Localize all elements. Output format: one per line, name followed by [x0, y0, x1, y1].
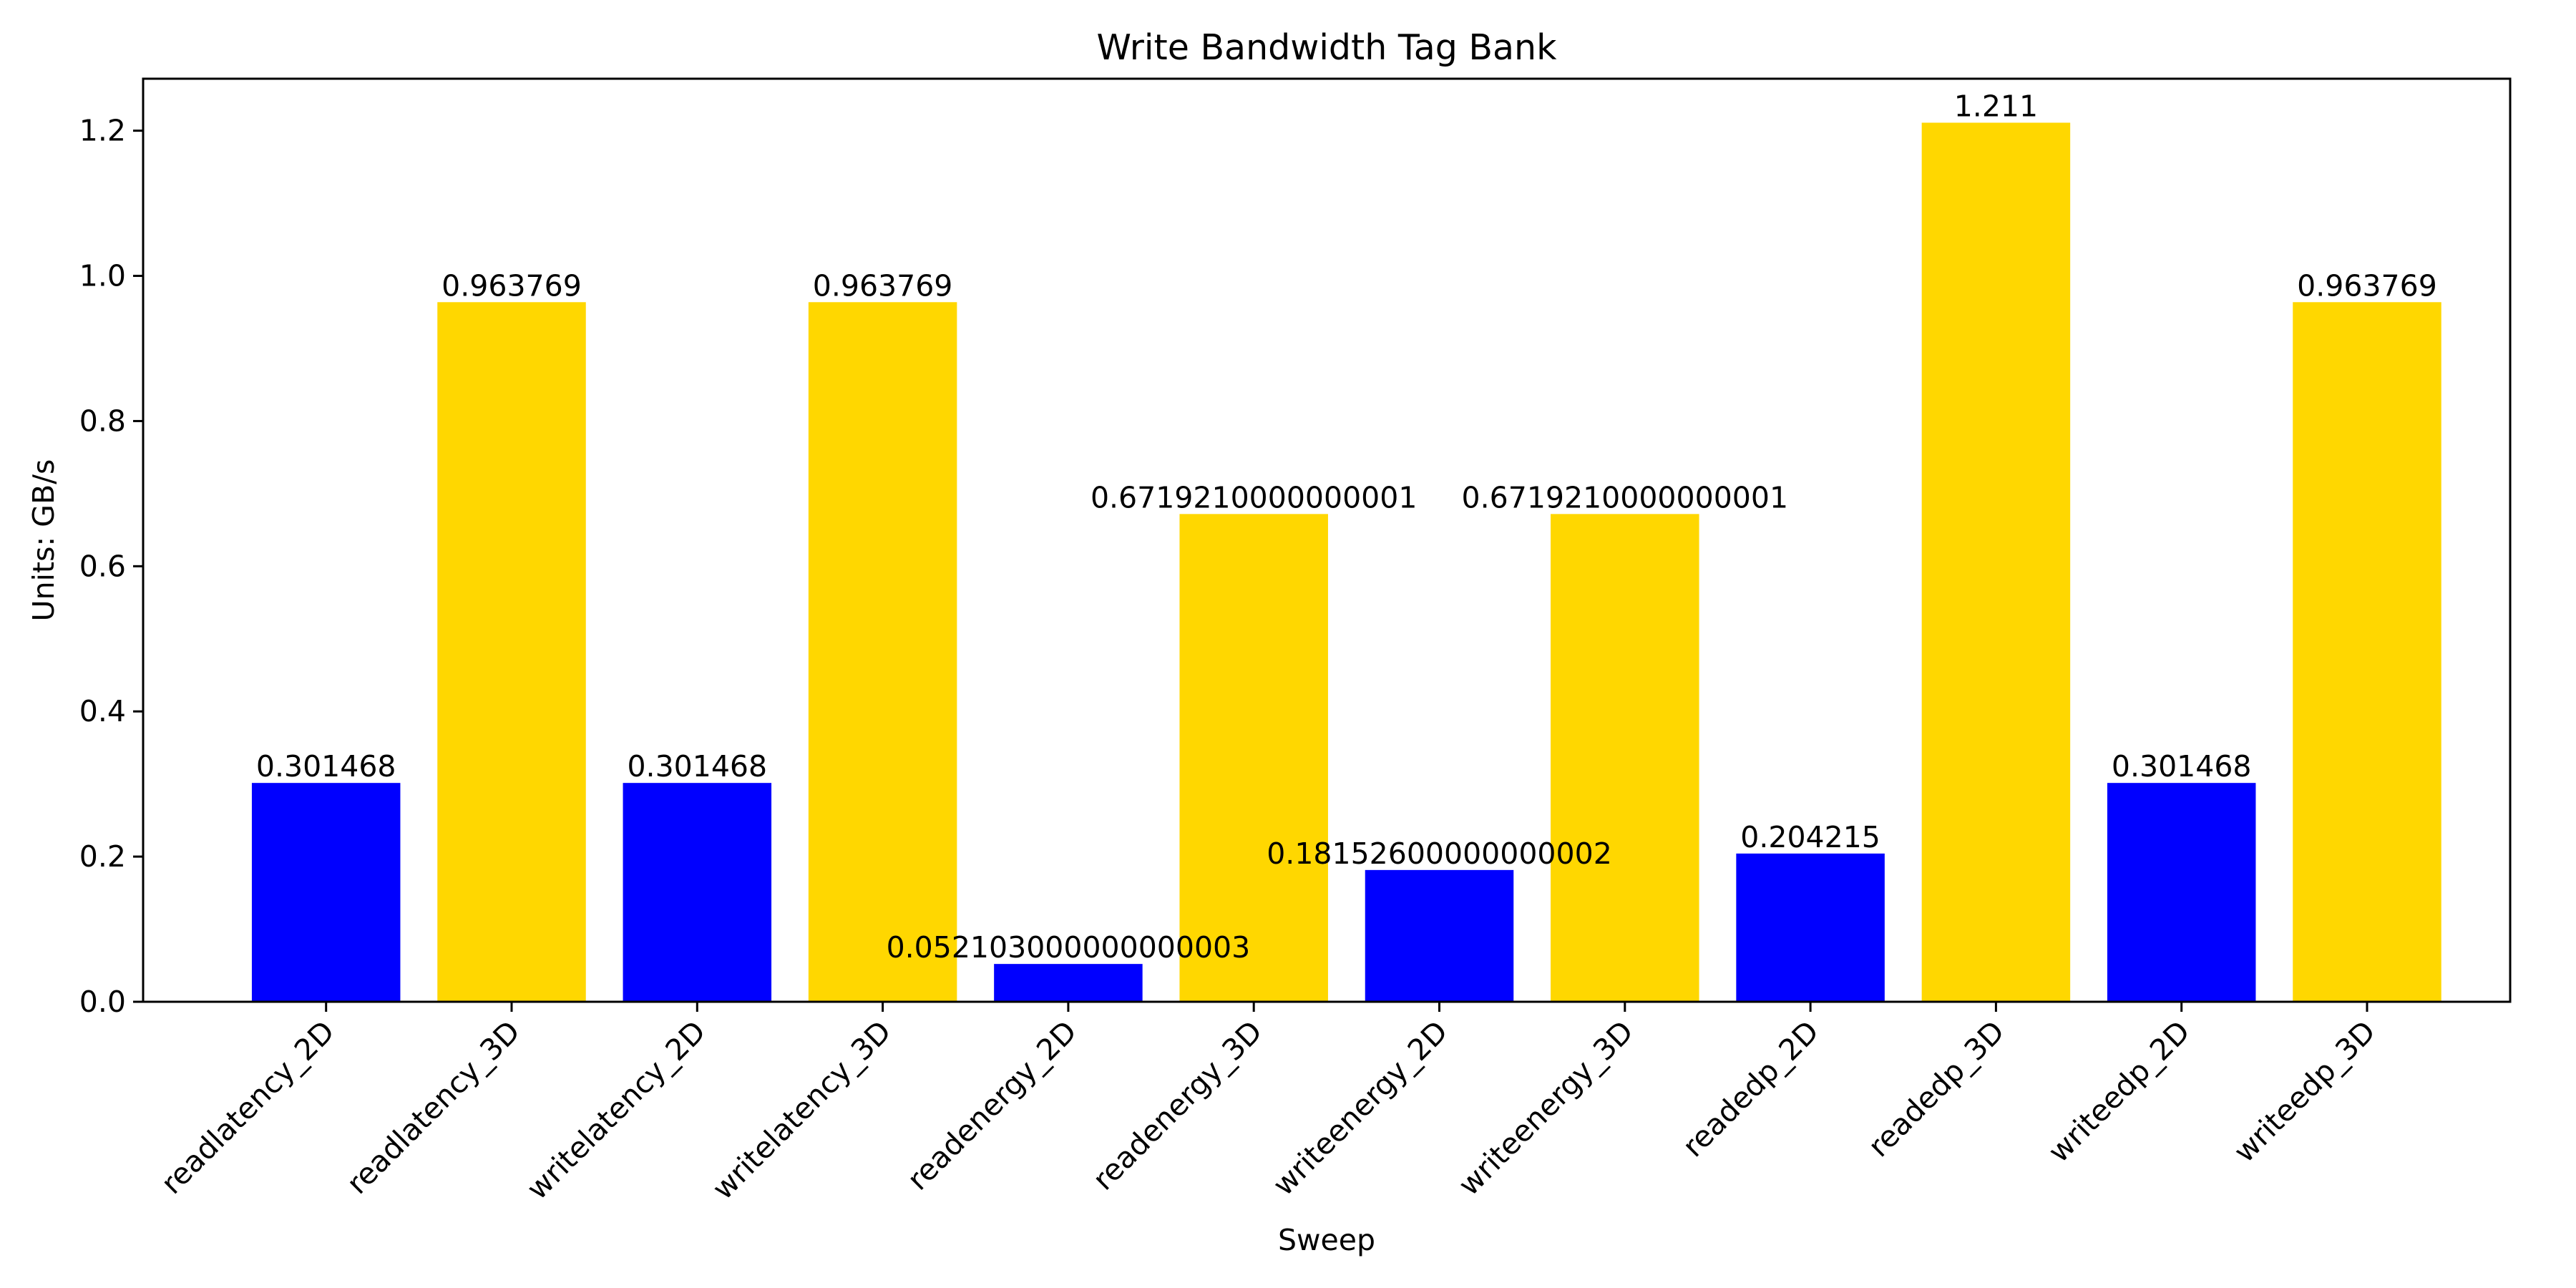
- value-label-readlatency_3D: 0.963769: [441, 268, 582, 303]
- bar-readenergy_2D: [994, 964, 1143, 1002]
- x-tick-label-writelatency_2D: writelatency_2D: [520, 1014, 713, 1206]
- value-label-readenergy_3D: 0.6719210000000001: [1091, 480, 1418, 514]
- bar-writeenergy_2D: [1365, 869, 1514, 1002]
- y-tick-label: 1.0: [79, 259, 126, 293]
- bar-readedp_2D: [1736, 853, 1885, 1002]
- y-axis: 0.0 0.2 0.4 0.6 0.8 1.0 1.2: [79, 114, 143, 1019]
- x-tick-label-readedp_2D: readedp_2D: [1676, 1014, 1825, 1163]
- y-tick-label: 0.8: [79, 404, 126, 438]
- value-label-readenergy_2D: 0.052103000000000003: [887, 930, 1251, 965]
- x-axis: readlatency_2Dreadlatency_3Dwritelatency…: [155, 1002, 2382, 1206]
- x-axis-label: Sweep: [1278, 1223, 1375, 1257]
- value-label-writeenergy_3D: 0.6719210000000001: [1462, 480, 1789, 514]
- x-tick-label-readlatency_3D: readlatency_3D: [340, 1014, 527, 1201]
- bar-writeenergy_3D: [1551, 514, 1699, 1002]
- bar-writeedp_2D: [2107, 783, 2256, 1002]
- y-tick-label: 0.6: [79, 549, 126, 583]
- bar-writelatency_3D: [808, 302, 957, 1002]
- bar-writelatency_2D: [623, 783, 772, 1002]
- x-tick-label-writeedp_2D: writeedp_2D: [2041, 1014, 2197, 1169]
- value-label-readedp_3D: 1.211: [1954, 89, 2038, 123]
- x-tick-label-readenergy_2D: readenergy_2D: [900, 1014, 1083, 1197]
- bar-readenergy_3D: [1179, 514, 1328, 1002]
- bar-writeedp_3D: [2293, 302, 2441, 1002]
- y-tick-label: 1.2: [79, 114, 126, 148]
- x-tick-label-writeenergy_3D: writeenergy_3D: [1452, 1014, 1640, 1202]
- bar-readlatency_2D: [251, 783, 401, 1002]
- value-label-writelatency_3D: 0.963769: [813, 268, 953, 303]
- x-tick-label-writeenergy_2D: writeenergy_2D: [1266, 1014, 1454, 1202]
- chart-title: Write Bandwidth Tag Bank: [1097, 27, 1558, 68]
- value-label-readlatency_2D: 0.301468: [256, 749, 396, 784]
- value-label-writeedp_3D: 0.963769: [2297, 268, 2437, 303]
- bars-group: [251, 122, 2441, 1002]
- bar-readedp_3D: [1921, 122, 2071, 1002]
- x-tick-label-writelatency_3D: writelatency_3D: [706, 1014, 898, 1206]
- x-tick-label-writeedp_3D: writeedp_3D: [2227, 1014, 2382, 1169]
- x-tick-label-readlatency_2D: readlatency_2D: [155, 1014, 341, 1201]
- x-tick-label-readenergy_3D: readenergy_3D: [1086, 1014, 1269, 1197]
- x-tick-label-readedp_3D: readedp_3D: [1861, 1014, 2011, 1163]
- value-label-readedp_2D: 0.204215: [1740, 820, 1880, 854]
- plot-frame: [142, 77, 2512, 1003]
- value-label-writeedp_2D: 0.301468: [2112, 749, 2252, 784]
- y-axis-label: Units: GB/s: [26, 459, 61, 622]
- y-tick-label: 0.4: [79, 694, 126, 728]
- value-label-writeenergy_2D: 0.18152600000000002: [1267, 836, 1612, 871]
- bar-readlatency_3D: [437, 302, 586, 1002]
- y-tick-label: 0.0: [79, 985, 126, 1019]
- value-labels-group: 0.301468 0.963769 0.301468 0.963769 0.052103…: [256, 89, 2437, 965]
- y-tick-label: 0.2: [79, 839, 126, 874]
- value-label-writelatency_2D: 0.301468: [627, 749, 767, 784]
